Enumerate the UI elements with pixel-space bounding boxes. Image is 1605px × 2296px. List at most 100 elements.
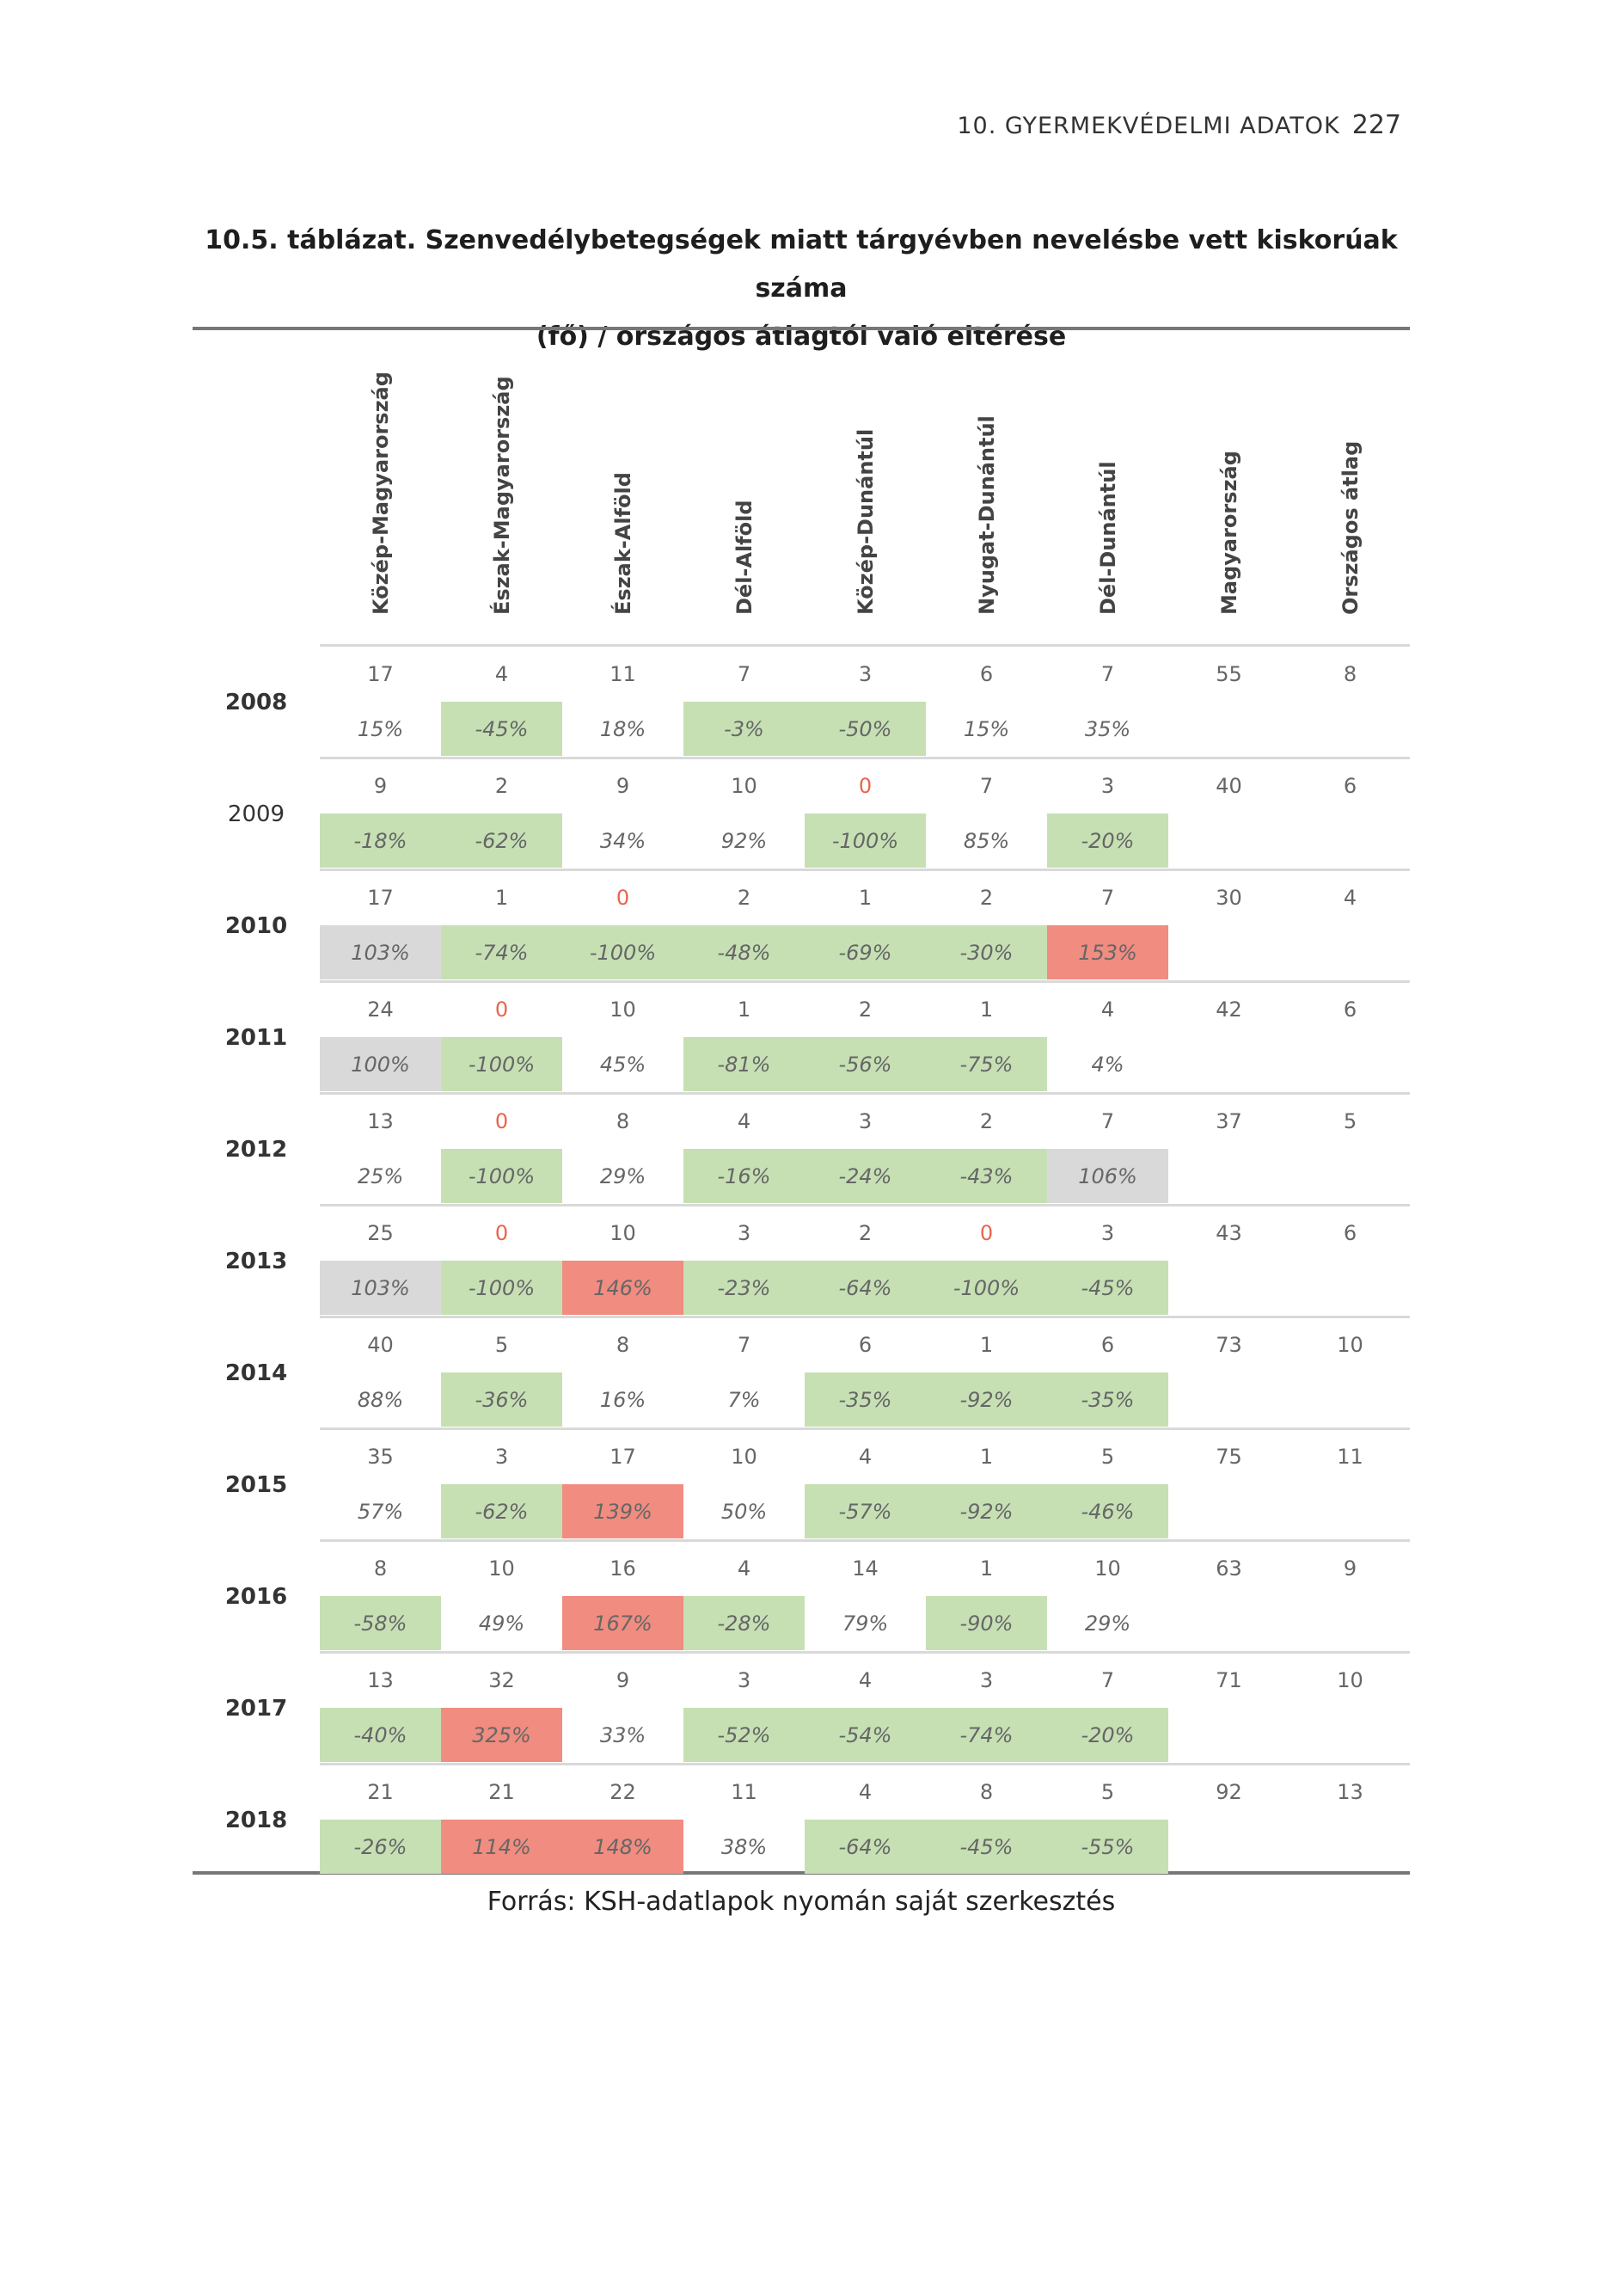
deviation-cell: 34% — [599, 828, 646, 853]
year-row: 2015 35 3 17 10 4 1 5 75 11 57% -62% 139% 50% -57% -92%… — [193, 1429, 1410, 1542]
count-cell: 71 — [1216, 1667, 1242, 1692]
count-cell: 43 — [1216, 1220, 1242, 1245]
deviation-cell: 25% — [357, 1163, 404, 1188]
count-cell: 5 — [494, 1332, 509, 1357]
column-header-label: Észak-Magyarország — [489, 376, 514, 615]
year-label: 2018 — [224, 1808, 288, 1833]
count-cell: 40 — [367, 1332, 394, 1357]
deviation-cell: -40% — [320, 1708, 441, 1762]
deviation-cell: 106% — [1047, 1149, 1168, 1203]
deviation-cell: 16% — [599, 1387, 646, 1412]
count-cell: 0 — [494, 1220, 509, 1245]
count-cell: 7 — [1100, 885, 1115, 910]
deviation-cell: -20% — [1047, 813, 1168, 868]
count-cell: 3 — [737, 1220, 751, 1245]
column-header: Közép-Magyarország — [320, 330, 441, 644]
count-cell: 21 — [367, 1779, 394, 1804]
count-cell: 11 — [731, 1779, 757, 1804]
deviation-cell: -43% — [926, 1149, 1047, 1203]
count-cell: 14 — [852, 1556, 879, 1581]
column-header: Országos átlag — [1290, 330, 1411, 644]
deviation-cell: -55% — [1047, 1820, 1168, 1874]
column-header-label: Dél-Alföld — [732, 500, 757, 615]
deviation-cell: 167% — [562, 1596, 683, 1650]
deviation-cell: -100% — [805, 813, 926, 868]
deviation-cell: 103% — [320, 1261, 441, 1315]
deviation-cell: -16% — [683, 1149, 805, 1203]
deviation-cell: 7% — [727, 1387, 761, 1412]
deviation-cell: -100% — [441, 1261, 562, 1315]
year-label: 2017 — [224, 1696, 288, 1722]
count-cell: 2 — [737, 885, 751, 910]
caption-line-1: 10.5. táblázat. Szenvedélybetegségek mia… — [205, 225, 1398, 304]
count-cell: 10 — [610, 1220, 636, 1245]
count-cell: 55 — [1216, 661, 1242, 686]
count-cell: 9 — [616, 1667, 630, 1692]
deviation-cell: 325% — [441, 1708, 562, 1762]
deviation-cell: 18% — [599, 716, 646, 741]
row-divider — [320, 980, 1410, 983]
row-divider — [320, 1763, 1410, 1765]
row-divider — [320, 1651, 1410, 1654]
count-cell: 2 — [979, 1108, 994, 1133]
count-cell: 21 — [488, 1779, 515, 1804]
count-cell: 92 — [1216, 1779, 1242, 1804]
deviation-cell: 15% — [357, 716, 404, 741]
row-divider — [320, 869, 1410, 871]
table-top-rule — [193, 327, 1410, 330]
count-cell: 8 — [616, 1108, 630, 1133]
count-cell: 75 — [1216, 1444, 1242, 1469]
year-label: 2012 — [224, 1137, 288, 1163]
deviation-cell: -56% — [805, 1037, 926, 1091]
count-cell: 73 — [1216, 1332, 1242, 1357]
year-label: 2014 — [224, 1360, 288, 1386]
year-row: 2018 21 21 22 11 4 8 5 92 13 -26% 114% 148% 38% -64% -4… — [193, 1765, 1410, 1876]
count-cell: 6 — [1343, 997, 1357, 1022]
deviation-cell: 29% — [1084, 1611, 1131, 1636]
count-cell: 5 — [1343, 1108, 1357, 1133]
year-row: 2017 13 32 9 3 4 3 7 71 10 -40% 325% 33% -52% -54% -74%… — [193, 1653, 1410, 1765]
column-header: Dél-Alföld — [683, 330, 805, 644]
count-cell: 1 — [979, 1332, 994, 1357]
count-cell: 11 — [610, 661, 636, 686]
row-divider — [320, 757, 1410, 759]
count-cell: 4 — [494, 661, 509, 686]
count-cell: 1 — [979, 1556, 994, 1581]
deviation-cell: -35% — [805, 1372, 926, 1427]
count-cell: 10 — [1337, 1667, 1363, 1692]
deviation-cell: -100% — [441, 1037, 562, 1091]
column-header: Magyarország — [1168, 330, 1290, 644]
count-cell: 2 — [979, 885, 994, 910]
deviation-cell: 103% — [320, 925, 441, 979]
count-cell: 3 — [494, 1444, 509, 1469]
deviation-cell: 29% — [599, 1163, 646, 1188]
deviation-cell: -48% — [683, 925, 805, 979]
deviation-cell: -75% — [926, 1037, 1047, 1091]
count-cell: 16 — [610, 1556, 636, 1581]
deviation-cell: 92% — [720, 828, 768, 853]
deviation-cell: 88% — [357, 1387, 404, 1412]
count-cell: 17 — [367, 661, 394, 686]
count-cell: 6 — [979, 661, 994, 686]
column-header-row: Közép-Magyarország Észak-Magyarország Észa… — [193, 330, 1410, 644]
deviation-cell: 50% — [720, 1499, 768, 1524]
column-header-label: Nyugat-Dunántúl — [974, 415, 999, 615]
count-cell: 3 — [1100, 1220, 1115, 1245]
count-cell: 22 — [610, 1779, 636, 1804]
deviation-cell: -74% — [926, 1708, 1047, 1762]
year-label: 2011 — [224, 1025, 288, 1051]
count-cell: 30 — [1216, 885, 1242, 910]
count-cell: 8 — [373, 1556, 388, 1581]
count-cell: 4 — [737, 1556, 751, 1581]
count-cell: 24 — [367, 997, 394, 1022]
row-divider — [320, 1427, 1410, 1430]
count-cell: 3 — [858, 1108, 873, 1133]
count-cell: 1 — [858, 885, 873, 910]
header-divider — [320, 644, 1410, 647]
deviation-cell: 100% — [320, 1037, 441, 1091]
column-header-label: Dél-Dunántúl — [1095, 461, 1120, 615]
count-cell: 0 — [858, 773, 873, 798]
deviation-cell: 4% — [1091, 1052, 1124, 1077]
count-cell: 13 — [367, 1108, 394, 1133]
deviation-cell: 38% — [720, 1834, 768, 1859]
